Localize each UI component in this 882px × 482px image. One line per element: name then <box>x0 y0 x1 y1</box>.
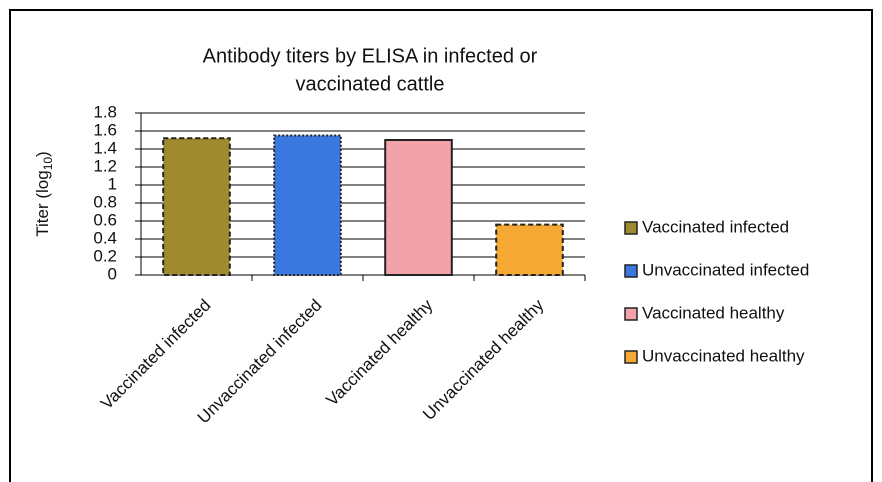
x-tick-label: Vaccinated infected <box>97 296 214 413</box>
legend-label: Unvaccinated healthy <box>642 346 805 365</box>
legend-swatch <box>624 350 638 364</box>
y-axis-label: Titer (log10) <box>33 151 55 236</box>
bar <box>495 223 564 277</box>
bar <box>384 139 453 276</box>
bar <box>273 134 342 276</box>
x-tick-label: Vaccinated healthy <box>322 295 436 409</box>
legend-swatch <box>624 264 638 278</box>
legend-label: Vaccinated infected <box>642 217 789 236</box>
y-tick-label: 0.6 <box>93 210 117 229</box>
legend-swatch <box>624 221 638 235</box>
frame <box>9 9 873 482</box>
y-tick-label: 1.2 <box>93 156 117 175</box>
y-tick-label: 1 <box>108 174 117 193</box>
x-tick-label: Unvaccinated infected <box>194 296 326 428</box>
y-tick-label: 0.2 <box>93 246 117 265</box>
legend-label: Vaccinated healthy <box>642 303 785 322</box>
legend-swatch <box>624 307 638 321</box>
y-tick-label: 0.4 <box>93 228 117 247</box>
x-tick-label: Unvaccinated healthy <box>419 295 548 424</box>
y-tick-label: 0.8 <box>93 192 117 211</box>
y-axis-label-part: Titer (log <box>33 170 52 236</box>
chart-title: Antibody titers by ELISA in infected or <box>203 45 538 67</box>
y-tick-label: 1.4 <box>93 138 117 157</box>
y-axis-label-sub: 10 <box>41 157 55 171</box>
chart-title: vaccinated cattle <box>296 73 445 95</box>
legend-label: Unvaccinated infected <box>642 260 809 279</box>
bar <box>162 137 231 276</box>
y-tick-label: 1.8 <box>93 102 117 121</box>
y-axis-label-part: ) <box>33 151 52 157</box>
y-tick-label: 1.6 <box>93 120 117 139</box>
y-tick-label: 0 <box>108 264 117 283</box>
